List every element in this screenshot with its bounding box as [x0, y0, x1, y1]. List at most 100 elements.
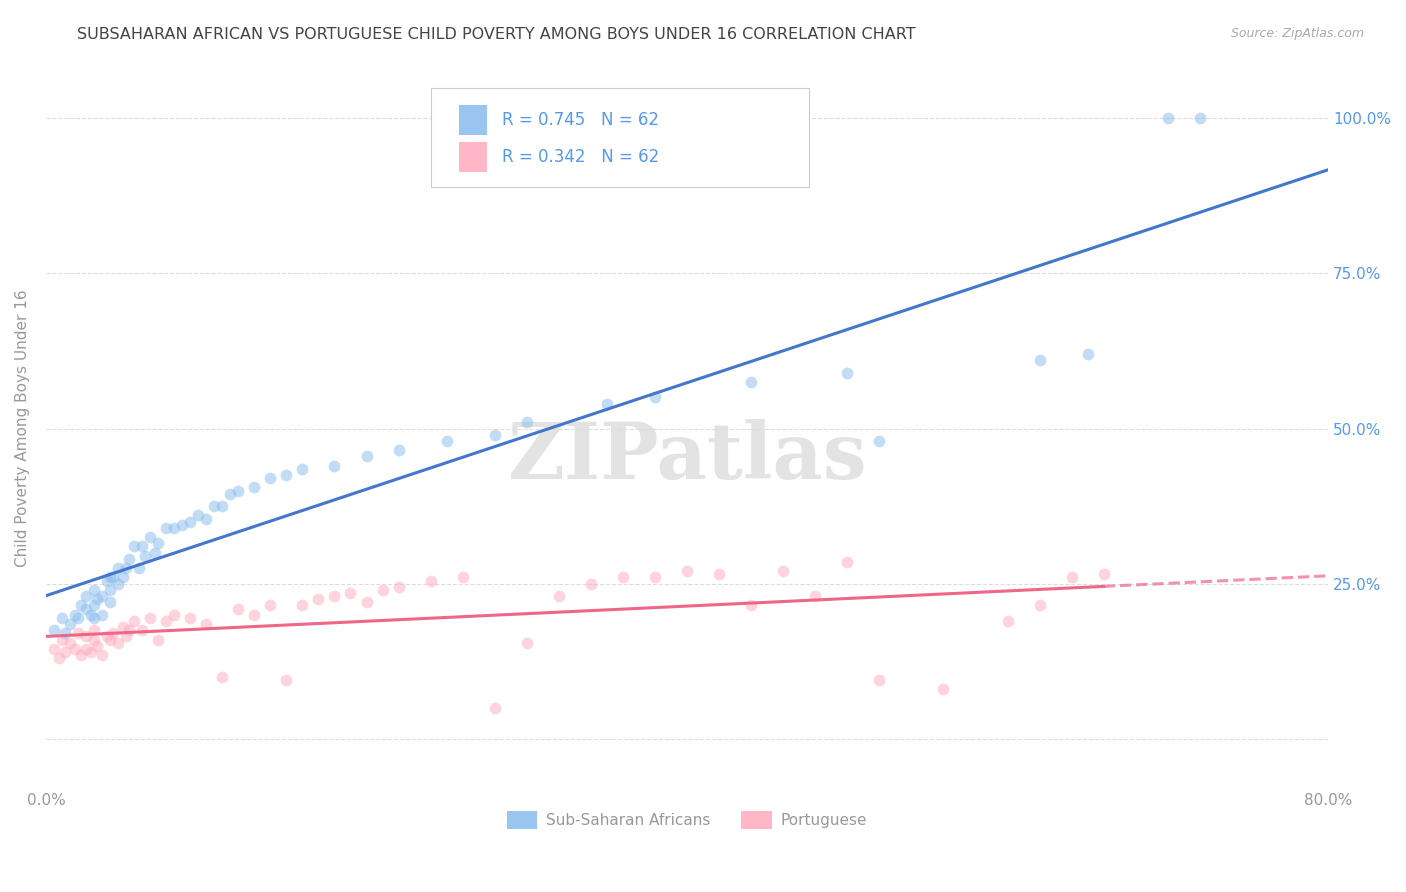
Point [83, 611, 105, 625]
Point [436, 434, 458, 448]
Point [139, 611, 162, 625]
Text: Source: ZipAtlas.com: Source: ZipAtlas.com [1230, 27, 1364, 40]
Point [243, 607, 266, 622]
Point [80, 607, 103, 622]
Y-axis label: Child Poverty Among Boys Under 16: Child Poverty Among Boys Under 16 [15, 290, 30, 567]
Point [66, 611, 89, 625]
Point [243, 481, 266, 495]
Point [226, 483, 249, 498]
Point [134, 549, 156, 563]
Point [139, 530, 162, 544]
Point [70, 648, 93, 662]
Point [128, 561, 150, 575]
Point [644, 391, 666, 405]
Point [63, 607, 86, 622]
Point [51, 611, 73, 625]
Point [323, 589, 346, 603]
Point [86, 592, 108, 607]
Point [676, 564, 699, 578]
Point [70, 599, 93, 613]
Point [868, 673, 890, 687]
Point [98, 582, 121, 597]
Point [276, 673, 298, 687]
Point [202, 499, 225, 513]
Point [146, 536, 169, 550]
Point [53, 645, 76, 659]
Point [179, 611, 201, 625]
Point [1157, 111, 1180, 125]
Point [122, 614, 145, 628]
Point [276, 468, 298, 483]
Point [63, 641, 86, 656]
Point [195, 511, 218, 525]
Point [868, 434, 890, 448]
Legend: Sub-Saharan Africans, Portuguese: Sub-Saharan Africans, Portuguese [501, 805, 873, 835]
Point [98, 570, 121, 584]
Point [75, 589, 97, 603]
Point [291, 599, 314, 613]
Point [371, 582, 394, 597]
Point [356, 450, 378, 464]
Point [107, 576, 129, 591]
Point [259, 599, 281, 613]
Point [111, 570, 134, 584]
Point [118, 552, 141, 566]
Point [75, 601, 97, 615]
Point [307, 592, 329, 607]
Point [75, 641, 97, 656]
Point [323, 458, 346, 473]
Point [195, 617, 218, 632]
Point [42, 641, 65, 656]
Point [75, 630, 97, 644]
Point [339, 586, 361, 600]
Point [42, 624, 65, 638]
Point [53, 626, 76, 640]
FancyBboxPatch shape [458, 105, 486, 136]
Text: R = 0.745   N = 62: R = 0.745 N = 62 [502, 112, 659, 129]
Point [932, 682, 955, 697]
Point [740, 599, 762, 613]
Point [179, 515, 201, 529]
Point [155, 614, 177, 628]
Point [107, 561, 129, 575]
Point [291, 462, 314, 476]
Point [211, 499, 233, 513]
Point [644, 570, 666, 584]
Text: R = 0.342   N = 62: R = 0.342 N = 62 [502, 148, 659, 166]
Point [219, 486, 242, 500]
Point [387, 443, 409, 458]
Point [115, 630, 138, 644]
Point [1077, 347, 1099, 361]
Point [83, 599, 105, 613]
Point [707, 567, 730, 582]
Point [1188, 111, 1211, 125]
Point [484, 427, 506, 442]
Point [143, 546, 166, 560]
Point [1028, 353, 1050, 368]
Point [103, 570, 125, 584]
Point [59, 635, 82, 649]
Point [172, 517, 194, 532]
Point [131, 624, 153, 638]
Point [387, 580, 409, 594]
Point [80, 645, 103, 659]
Point [91, 589, 114, 603]
Point [98, 632, 121, 647]
Point [451, 570, 474, 584]
Point [103, 626, 125, 640]
Point [66, 626, 89, 640]
Point [91, 607, 114, 622]
Point [83, 582, 105, 597]
Point [59, 617, 82, 632]
Point [83, 632, 105, 647]
Point [118, 624, 141, 638]
Point [48, 651, 70, 665]
Text: SUBSAHARAN AFRICAN VS PORTUGUESE CHILD POVERTY AMONG BOYS UNDER 16 CORRELATION C: SUBSAHARAN AFRICAN VS PORTUGUESE CHILD P… [77, 27, 915, 42]
Point [163, 607, 186, 622]
Point [211, 670, 233, 684]
Point [111, 620, 134, 634]
Point [516, 635, 538, 649]
Point [86, 639, 108, 653]
Point [740, 375, 762, 389]
Text: ZIPatlas: ZIPatlas [508, 419, 868, 495]
